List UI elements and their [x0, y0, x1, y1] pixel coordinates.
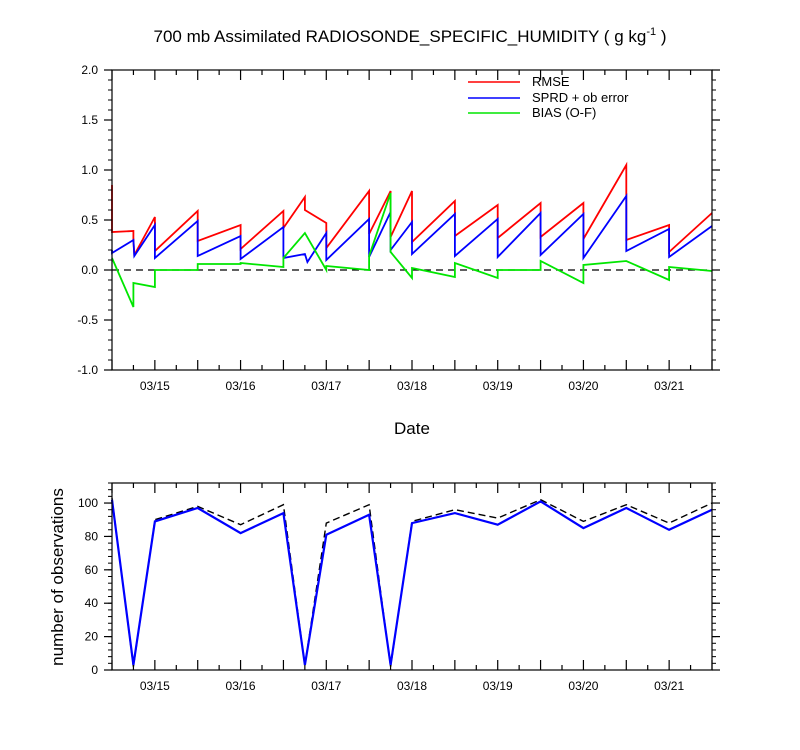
- legend-label-sprd: SPRD + ob error: [532, 90, 629, 105]
- chart-title-superscript: -1: [646, 26, 656, 38]
- top-y-tick-label: 2.0: [81, 63, 98, 77]
- bottom-y-tick-label: 40: [85, 596, 99, 610]
- legend-label-rmse: RMSE: [532, 74, 570, 89]
- bottom-axes-group: 03/15 03/16 03/17 03/18 03/19 03/20 03/21 0 20 40…: [78, 482, 720, 693]
- bottom-y-tick-label: 60: [85, 563, 99, 577]
- bottom-x-tick-label: 03/15: [140, 679, 170, 693]
- bottom-x-tick-label: 03/18: [397, 679, 427, 693]
- bottom-series-observations-possible: [111, 497, 713, 667]
- top-y-tick-label: 0.0: [81, 263, 98, 277]
- top-y-tick-label: -0.5: [77, 313, 98, 327]
- top-x-tick-label: 03/17: [311, 379, 341, 393]
- top-x-tick-label: 03/18: [397, 379, 427, 393]
- bottom-y-tick-label: 100: [78, 496, 98, 510]
- legend: RMSE SPRD + ob error BIAS (O-F): [468, 74, 629, 120]
- legend-label-bias: BIAS (O-F): [532, 105, 596, 120]
- top-x-tick-label: 03/20: [568, 379, 598, 393]
- bottom-y-tick-label: 20: [85, 630, 99, 644]
- chart-title-close: ): [656, 27, 666, 46]
- chart-title-main: 700 mb Assimilated RADIOSONDE_SPECIFIC_H…: [154, 27, 647, 46]
- bottom-y-tick-label: 80: [85, 529, 99, 543]
- chart-title: 700 mb Assimilated RADIOSONDE_SPECIFIC_H…: [154, 26, 667, 46]
- bottom-y-tick-label: 0: [91, 663, 98, 677]
- top-axes-group: 03/15 03/16 03/17 03/18 03/19 03/20 03/21 -1.0 -…: [77, 63, 720, 393]
- top-y-tick-label: 1.0: [81, 163, 98, 177]
- top-y-tick-label: 0.5: [81, 213, 98, 227]
- x-axis-title: Date: [394, 419, 430, 438]
- bottom-series-observations-used: [110, 499, 713, 666]
- top-x-tick-label: 03/16: [226, 379, 256, 393]
- top-x-tick-label: 03/15: [140, 379, 170, 393]
- y-axis-title-observations: number of observations: [48, 488, 67, 666]
- bottom-series-group: [110, 497, 713, 667]
- top-y-tick-label: -1.0: [77, 363, 98, 377]
- top-y-tick-label: 1.5: [81, 113, 98, 127]
- top-series-bias-o-f: [111, 192, 713, 308]
- bottom-x-tick-label: 03/20: [568, 679, 598, 693]
- top-x-tick-label: 03/19: [483, 379, 513, 393]
- bottom-x-tick-label: 03/17: [311, 679, 341, 693]
- bottom-x-tick-label: 03/16: [226, 679, 256, 693]
- top-x-tick-label: 03/21: [654, 379, 684, 393]
- bottom-x-tick-label: 03/21: [654, 679, 684, 693]
- bottom-x-tick-label: 03/19: [483, 679, 513, 693]
- top-series-group: [111, 161, 713, 308]
